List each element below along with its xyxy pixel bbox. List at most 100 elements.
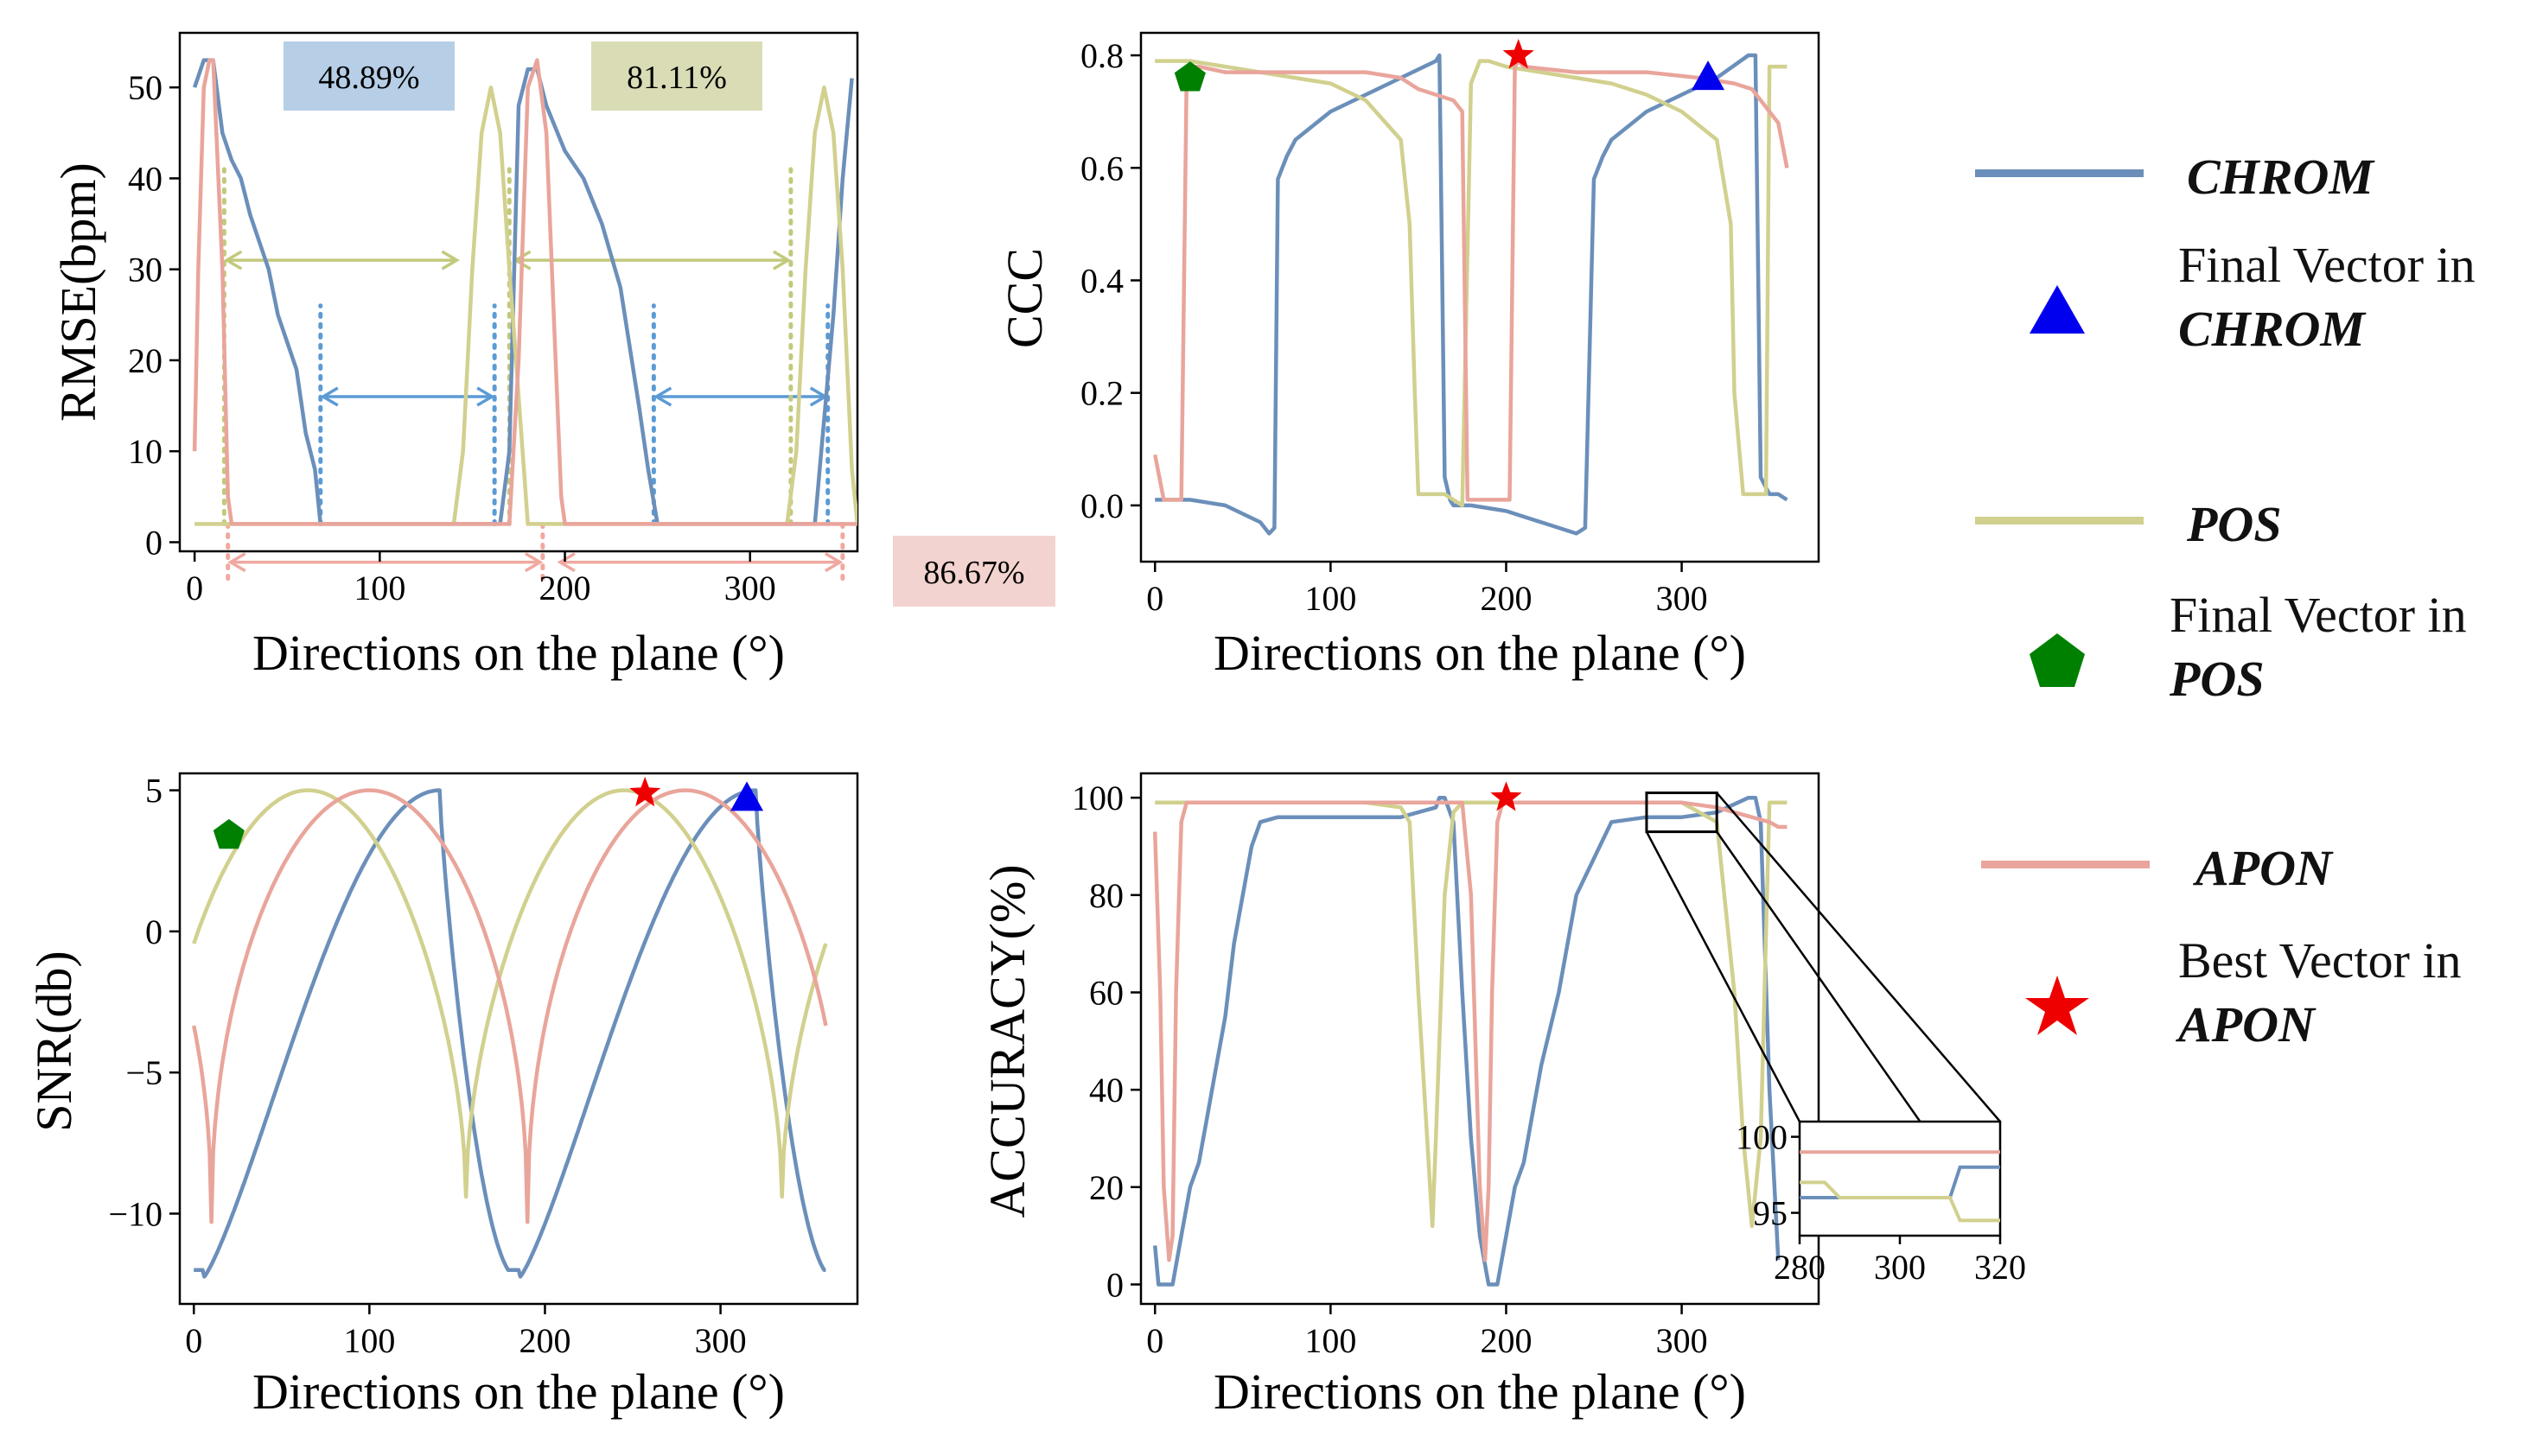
inset-ytick-label: 95 bbox=[1753, 1194, 1788, 1233]
snr-xtick-label: 0 bbox=[185, 1321, 202, 1360]
annotation-box-apon bbox=[893, 536, 1055, 607]
ccc-line-pos bbox=[1155, 59, 1788, 508]
ccc-red-star-marker bbox=[1502, 39, 1534, 69]
legend-apon-best-line1: Best Vector in bbox=[2178, 932, 2462, 989]
snr-panel: 0 100 200 300 −10 −5 0 5 Directions on the pla… bbox=[26, 772, 859, 1420]
snr-xticks: 0 100 200 300 bbox=[185, 1304, 747, 1360]
annotation-box-chrom bbox=[284, 41, 455, 111]
snr-line-apon bbox=[191, 788, 828, 1224]
accuracy-xticks: 0 100 200 300 bbox=[1146, 1304, 1708, 1360]
accuracy-red-star-marker bbox=[1490, 781, 1522, 811]
ccc-blue-triangle-marker bbox=[1692, 60, 1725, 91]
rmse-yticks: 0 10 20 30 40 50 bbox=[128, 68, 180, 562]
ccc-ytick-label: 0.6 bbox=[1080, 149, 1124, 188]
legend-label-pos: POS bbox=[2187, 496, 2282, 552]
red-star-icon bbox=[2025, 976, 2089, 1035]
annotation-box-chrom-text: 48.89% bbox=[318, 60, 419, 96]
rmse-ytick-label: 50 bbox=[128, 68, 163, 107]
inset-line bbox=[1800, 1180, 2000, 1223]
rmse-xtick-label: 100 bbox=[354, 569, 405, 607]
ccc-ylabel: CCC bbox=[997, 248, 1053, 348]
ccc-ytick-label: 0.8 bbox=[1080, 36, 1124, 75]
rmse-pink-arrow-head-right bbox=[524, 552, 544, 573]
legend-chrom-final-line2: CHROM bbox=[2178, 301, 2365, 357]
accuracy-xtick-label: 300 bbox=[1656, 1321, 1708, 1360]
accuracy-ytick-label: 80 bbox=[1089, 876, 1124, 915]
zoom-box bbox=[1645, 792, 1718, 834]
snr-yticks: −10 −5 0 5 bbox=[108, 772, 180, 1233]
accuracy-ytick-label: 0 bbox=[1106, 1265, 1124, 1304]
accuracy-ytick-label: 20 bbox=[1089, 1168, 1124, 1207]
legend: CHROM Final Vector in CHROM POS Final Ve… bbox=[1936, 121, 2524, 1071]
ccc-line-apon bbox=[1152, 59, 1789, 502]
ccc-ytick-label: 0.2 bbox=[1080, 374, 1124, 413]
rmse-pink-arrow-head-left bbox=[557, 552, 576, 573]
snr-ytick-label: 5 bbox=[145, 772, 163, 811]
zoom-connector-line bbox=[1716, 792, 2001, 1122]
inset-axes-frame bbox=[1798, 1120, 2002, 1237]
accuracy-xtick-label: 100 bbox=[1304, 1321, 1356, 1360]
ccc-xlabel: Directions on the plane (°) bbox=[1214, 625, 1746, 681]
accuracy-inset: 280 300 320 95 100 bbox=[1645, 792, 2026, 1287]
rmse-blue-arrow-head-left bbox=[653, 386, 672, 407]
snr-line-pos bbox=[192, 788, 828, 1199]
annotation-box-pos bbox=[591, 41, 762, 111]
snr-xtick-label: 300 bbox=[695, 1321, 747, 1360]
accuracy-ytick-label: 100 bbox=[1072, 779, 1124, 817]
annotation-box-pos-text: 81.11% bbox=[627, 60, 727, 96]
rmse-ytick-label: 10 bbox=[128, 432, 163, 471]
green-pentagon-icon bbox=[2030, 633, 2085, 687]
legend-label-chrom: CHROM bbox=[2187, 149, 2374, 205]
rmse-series bbox=[192, 58, 857, 526]
rmse-ytick-label: 0 bbox=[145, 523, 163, 562]
ccc-xtick-label: 0 bbox=[1146, 579, 1163, 618]
snr-axes-frame bbox=[178, 772, 859, 1306]
rmse-annotations bbox=[221, 167, 845, 582]
inset-ytick-label: 100 bbox=[1736, 1118, 1788, 1157]
rmse-xtick-label: 200 bbox=[539, 569, 591, 607]
rmse-panel: 0 100 200 300 0 10 20 30 40 50 Directions on the… bbox=[50, 31, 1055, 681]
accuracy-ytick-label: 40 bbox=[1089, 1071, 1124, 1109]
snr-markers bbox=[213, 776, 764, 849]
ccc-xtick-label: 100 bbox=[1304, 579, 1356, 618]
accuracy-axes-frame bbox=[1139, 772, 1820, 1306]
rmse-ytick-label: 40 bbox=[128, 159, 163, 198]
ccc-ytick-label: 0.0 bbox=[1080, 486, 1124, 525]
snr-ytick-label: −10 bbox=[108, 1194, 163, 1233]
ccc-yticks: 0.0 0.2 0.4 0.6 0.8 bbox=[1080, 36, 1141, 525]
accuracy-line-apon bbox=[1152, 800, 1788, 1262]
accuracy-ytick-label: 60 bbox=[1089, 973, 1124, 1012]
rmse-xtick-label: 300 bbox=[724, 569, 776, 607]
legend-apon-best-line2: APON bbox=[2178, 996, 2315, 1052]
accuracy-xtick-label: 200 bbox=[1480, 1321, 1532, 1360]
ccc-axes-frame bbox=[1139, 31, 1820, 563]
rmse-axes-frame bbox=[178, 31, 859, 553]
snr-xtick-label: 100 bbox=[343, 1321, 395, 1360]
rmse-pink-arrow-head-left bbox=[227, 552, 246, 573]
ccc-green-pentagon-marker bbox=[1174, 61, 1206, 92]
accuracy-line-pos bbox=[1155, 800, 1788, 1229]
rmse-xtick-label: 0 bbox=[186, 569, 203, 607]
inset-xtick-label: 280 bbox=[1774, 1248, 1826, 1287]
ccc-xtick-label: 300 bbox=[1656, 579, 1708, 618]
legend-chrom-final-line1: Final Vector in bbox=[2178, 237, 2476, 293]
legend-line-apon bbox=[1981, 861, 2150, 868]
rmse-ylabel: RMSE(bpm) bbox=[50, 162, 106, 422]
accuracy-ylabel: ACCURACY(%) bbox=[979, 864, 1036, 1218]
zoom-connector-line bbox=[1645, 831, 1801, 1122]
ccc-series bbox=[1152, 53, 1789, 536]
ccc-markers bbox=[1174, 39, 1725, 92]
accuracy-xtick-label: 0 bbox=[1146, 1321, 1163, 1360]
accuracy-panel: 0 100 200 300 0 20 40 60 80 100 280 300 320 95 100 D… bbox=[979, 772, 2026, 1420]
snr-xtick-label: 200 bbox=[519, 1321, 570, 1360]
rmse-pink-arrow-head-right bbox=[824, 552, 844, 573]
rmse-line-apon bbox=[192, 58, 857, 526]
legend-pos-final-line1: Final Vector in bbox=[2170, 587, 2467, 643]
snr-line-chrom bbox=[194, 788, 826, 1279]
inset-xtick-label: 320 bbox=[1974, 1248, 2026, 1287]
annotation-box-apon-text: 86.67% bbox=[923, 555, 1024, 591]
legend-line-pos bbox=[1975, 517, 2144, 525]
accuracy-line-chrom bbox=[1152, 795, 1781, 1287]
accuracy-xlabel: Directions on the plane (°) bbox=[1214, 1364, 1746, 1420]
rmse-blue-arrow-head-left bbox=[320, 386, 339, 407]
